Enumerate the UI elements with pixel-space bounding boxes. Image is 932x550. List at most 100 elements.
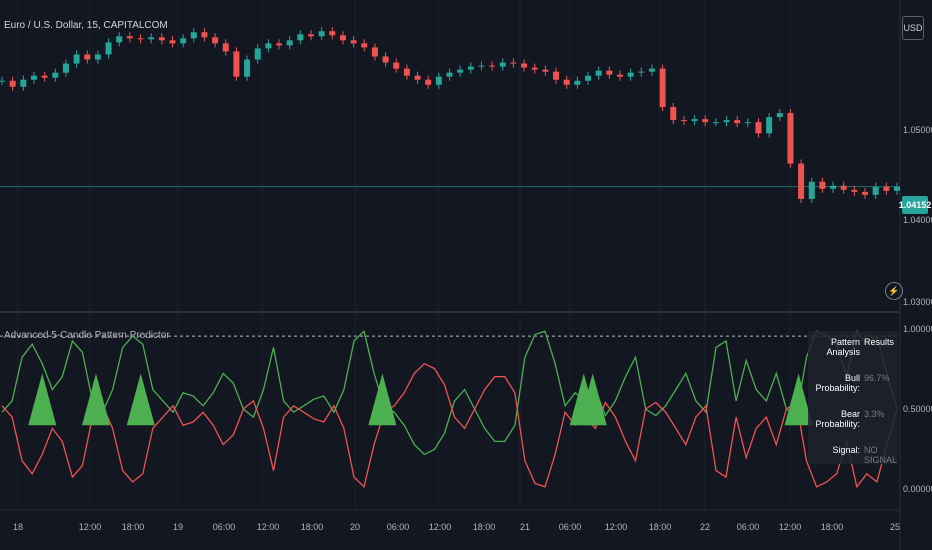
candle-body (659, 68, 666, 107)
bull-signal-marker (578, 373, 607, 426)
candle-body (435, 76, 442, 85)
candle-body (169, 40, 176, 44)
candle-body (457, 69, 464, 73)
candle-body (52, 72, 59, 78)
time-axis-label: 12:00 (78, 522, 102, 532)
candle-body (510, 62, 517, 64)
candle-body (574, 80, 581, 85)
candle-body (894, 186, 900, 191)
bear-probability-value: 3.3% (864, 409, 885, 419)
candle-body (116, 36, 123, 43)
pattern-analysis-table: Pattern Analysis Results Bull Probabilit… (808, 331, 898, 465)
bull-signal-marker (368, 373, 397, 426)
candle-body (414, 75, 421, 80)
candle-body (94, 54, 101, 60)
candle-body (180, 38, 187, 44)
time-axis-label: 06:00 (386, 522, 410, 532)
candle-body (627, 72, 634, 77)
time-axis-label: 18:00 (820, 522, 844, 532)
currency-button[interactable]: USD (902, 16, 924, 40)
candle-body (446, 72, 453, 77)
candle-body (830, 185, 837, 189)
time-axis-label: 25 (889, 522, 901, 532)
candle-body (798, 163, 805, 199)
signal-label: Signal: (832, 445, 860, 455)
candle-body (212, 37, 219, 44)
candle-body (73, 54, 80, 64)
candle-body (105, 42, 112, 55)
candle-body (20, 79, 27, 87)
price-label-3: 1.03000 (903, 297, 932, 307)
candle-body (638, 71, 645, 73)
candle-body (350, 40, 357, 44)
candle-body (467, 66, 474, 70)
table-row: Bull Probability: 96.7% (808, 373, 898, 393)
bear-probability-label: Bear Probability: (815, 409, 860, 429)
lightning-icon[interactable]: ⚡ (885, 282, 903, 300)
candle-body (819, 181, 826, 189)
candle-body (744, 122, 751, 124)
candle-body (680, 120, 687, 122)
candle-body (222, 43, 229, 52)
candle-body (723, 120, 730, 123)
candle-body (787, 113, 794, 164)
candle-body (339, 35, 346, 41)
candle-body (862, 191, 869, 195)
candle-body (734, 120, 741, 124)
table-row: Signal: NO SIGNAL (808, 445, 898, 465)
time-axis-label: 06:00 (558, 522, 582, 532)
candle-body (371, 47, 378, 57)
time-axis-label: 21 (519, 522, 531, 532)
candle-body (265, 43, 272, 49)
candle-body (9, 80, 16, 87)
candle-body (478, 65, 485, 67)
candle-body (595, 70, 602, 76)
bear-probability-line (1, 362, 898, 489)
table-row: Bear Probability: 3.3% (808, 409, 898, 429)
time-axis-label: 18 (12, 522, 24, 532)
candle-body (521, 63, 528, 68)
bull-signal-marker (126, 373, 155, 426)
candle-body (563, 79, 570, 85)
table-header-results: Results (864, 337, 895, 347)
bull-signal-marker (81, 373, 110, 426)
candle-body (606, 70, 613, 75)
time-axis-label: 18:00 (300, 522, 324, 532)
symbol-title: Euro / U.S. Dollar, 15, CAPITALCOM (4, 20, 168, 31)
time-axis-label: 22 (699, 522, 711, 532)
candle-body (329, 31, 336, 36)
candle-body (126, 36, 133, 39)
candle-body (542, 69, 549, 72)
candle-body (808, 181, 815, 199)
candle-body (851, 189, 858, 192)
candle-body (158, 37, 165, 41)
time-axis-label: 18:00 (472, 522, 496, 532)
candle-body (585, 75, 592, 81)
candle-body (201, 32, 208, 38)
candle-body (84, 54, 91, 60)
candle-body (318, 31, 325, 37)
candle-body (489, 65, 496, 67)
time-axis-label: 06:00 (736, 522, 760, 532)
candle-body (712, 122, 719, 124)
table-header-pattern: Pattern Analysis (826, 337, 860, 357)
time-axis-label: 18:00 (648, 522, 672, 532)
last-price-badge: 1.04152 (899, 196, 931, 214)
candle-body (531, 67, 538, 70)
bull-probability-line (1, 329, 898, 456)
candle-body (616, 74, 623, 77)
time-axis-label: 12:00 (604, 522, 628, 532)
candle-body (766, 117, 773, 134)
indicator-title[interactable]: Advanced 5-Candle Pattern Predictor (4, 330, 170, 341)
time-axis-label: 12:00 (778, 522, 802, 532)
time-axis-label: 06:00 (212, 522, 236, 532)
candle-body (499, 62, 506, 67)
candle-body (276, 43, 283, 46)
candle-body (776, 113, 783, 118)
candle-body (691, 119, 698, 122)
table-header-row: Pattern Analysis Results (808, 337, 898, 357)
candle-body (62, 63, 69, 73)
